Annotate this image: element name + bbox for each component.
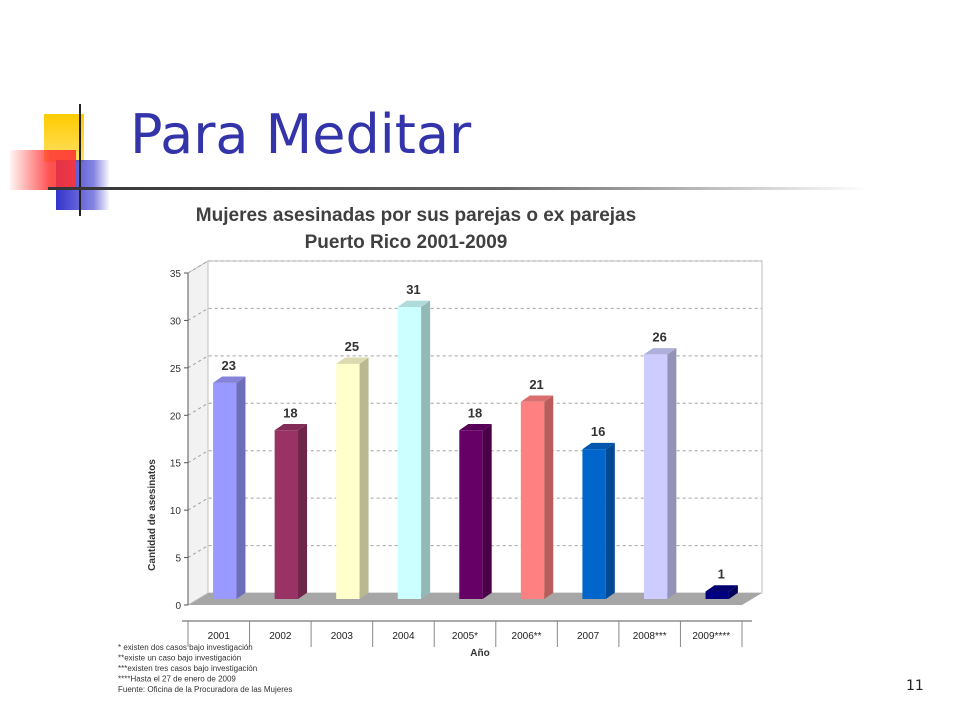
gridline	[187, 402, 762, 416]
x-tick-label: 2005*	[452, 631, 478, 642]
page-number: 11	[906, 678, 924, 694]
data-label: 23	[222, 358, 236, 373]
y-tick-label: 30	[170, 316, 182, 327]
bar-top	[643, 348, 677, 355]
bar-2004	[397, 300, 431, 599]
footnote-line: **existe un caso bajo investigación	[118, 654, 241, 663]
data-label: 26	[652, 329, 666, 344]
bar-front	[520, 401, 545, 599]
y-tick-label: 5	[175, 554, 181, 565]
x-tick-label: 2007	[577, 631, 600, 642]
y-tick-label: 15	[170, 459, 182, 470]
gridline	[187, 307, 762, 321]
bar-front	[213, 382, 237, 599]
data-label: 18	[468, 405, 482, 420]
bar-top	[397, 300, 431, 307]
footnote-line: ****Hasta el 27 de enero de 2009	[118, 675, 236, 684]
bar-front	[705, 591, 729, 599]
deco-red-square	[10, 150, 76, 190]
footnote-line: Fuente: Oficina de la Procuradora de las…	[118, 685, 292, 694]
data-label: 25	[345, 339, 359, 354]
bar-front	[397, 306, 422, 599]
gridline	[187, 497, 762, 511]
bar-2001	[213, 376, 246, 599]
x-tick-label: 2009****	[692, 631, 730, 642]
bar-2006	[520, 395, 554, 599]
y-tick-label: 10	[170, 506, 182, 517]
plot-area: 0 5 10 15 20 25 30 35 23 2001 18 2002 25 2003 31 2004 18…	[170, 260, 763, 647]
bar-side	[605, 442, 615, 599]
bar-2002	[274, 423, 308, 599]
bar-top	[274, 423, 308, 431]
slide-title: Para Meditar	[130, 103, 472, 166]
chart-title: Mujeres asesinadas por sus parejas o ex …	[196, 205, 636, 226]
bar-2009	[705, 585, 738, 599]
bar-top	[520, 395, 554, 402]
x-tick-label: 2001	[208, 631, 231, 642]
x-tick-label: 2003	[331, 631, 354, 642]
data-label: 31	[406, 282, 420, 297]
side-wall	[187, 260, 209, 606]
footnote-line: * existen dos casos bajo investigación	[118, 643, 253, 652]
bar-side	[359, 357, 369, 599]
bar-top	[336, 357, 369, 364]
bar-2007	[582, 442, 615, 599]
gridline	[187, 260, 762, 274]
bar-front	[459, 430, 483, 599]
footnotes: * existen dos casos bajo investigación **…	[118, 643, 292, 694]
bar-top	[213, 376, 246, 383]
gridline	[187, 355, 762, 369]
bar-side	[421, 300, 431, 599]
bar-top	[705, 585, 738, 592]
bar-side	[482, 423, 492, 599]
bar-chart: Mujeres asesinadas por sus parejas o ex …	[118, 205, 763, 694]
bar-side	[544, 395, 554, 599]
footnote-line: ***existen tres casos bajo investigación	[118, 664, 257, 673]
y-tick-label: 25	[170, 364, 182, 375]
bar-2003	[336, 357, 369, 599]
chart-subtitle: Puerto Rico 2001-2009	[305, 232, 508, 253]
bar-2005	[459, 423, 492, 599]
x-tick-label: 2004	[392, 631, 415, 642]
y-tick-label: 20	[170, 411, 182, 422]
data-label: 1	[718, 567, 725, 582]
x-axis-label: Año	[470, 648, 489, 659]
title-underline	[48, 187, 868, 190]
bar-side	[236, 376, 246, 599]
x-tick-label: 2008***	[633, 631, 667, 642]
x-tick-label: 2002	[269, 631, 292, 642]
bar-side	[298, 423, 308, 599]
bar-top	[582, 442, 615, 450]
y-tick-label: 0	[175, 601, 181, 612]
x-tick-label: 2006**	[512, 631, 542, 642]
bar-front	[582, 449, 606, 599]
data-label: 21	[529, 377, 543, 392]
title-decoration	[10, 104, 110, 216]
y-axis-label: Cantidad de asesinatos	[147, 459, 158, 571]
gridline	[187, 545, 762, 559]
gridline	[187, 450, 762, 464]
bar-front	[643, 354, 668, 599]
bar-side	[728, 585, 738, 599]
bar-2008	[643, 348, 677, 599]
data-label: 16	[591, 424, 605, 439]
y-tick-label: 35	[170, 269, 182, 280]
data-label: 18	[283, 405, 297, 420]
bar-front	[336, 363, 360, 599]
bar-front	[274, 430, 299, 599]
bar-side	[667, 348, 677, 599]
bar-top	[459, 423, 492, 431]
